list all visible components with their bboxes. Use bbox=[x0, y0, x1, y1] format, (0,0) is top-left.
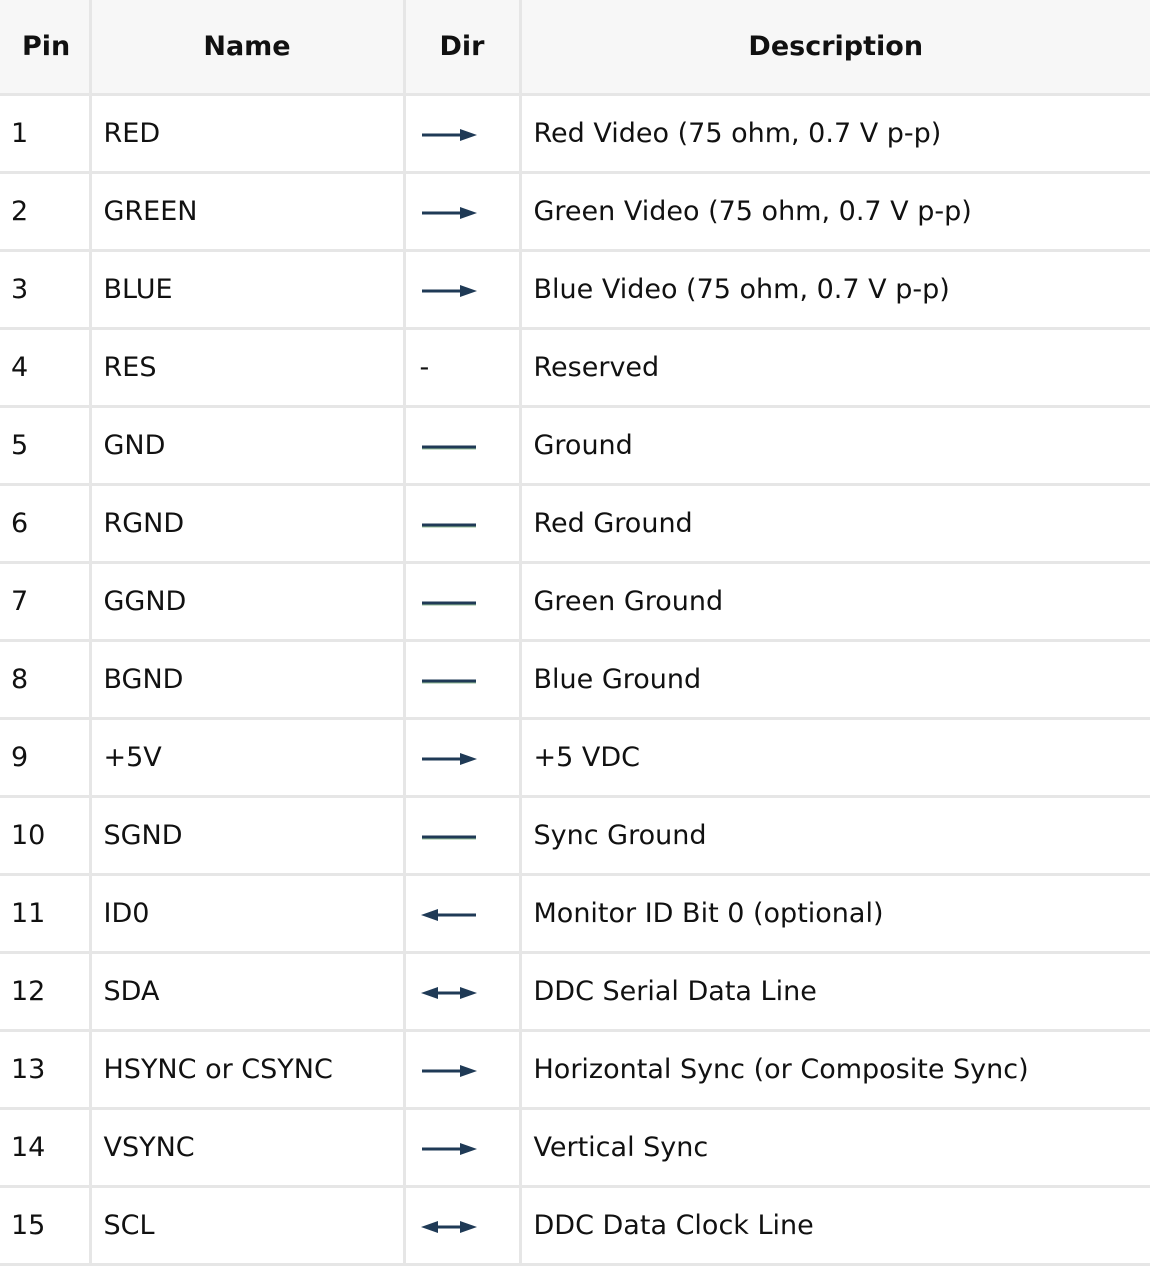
table-row: 3 BLUE Blue Video (75 ohm, 0.7 V p-p) bbox=[0, 250, 1150, 330]
pin-cell: 15 bbox=[0, 1186, 90, 1266]
name-cell: GGND bbox=[88, 562, 404, 642]
pin-cell: 3 bbox=[0, 250, 90, 330]
description-cell: Green Ground bbox=[518, 562, 1150, 642]
dir-cell: - bbox=[402, 328, 520, 408]
pin-cell: 13 bbox=[0, 1030, 90, 1110]
table-row: 12 SDA DDC Serial Data Line bbox=[0, 952, 1150, 1032]
arrow-right-icon bbox=[420, 752, 478, 766]
table-row: 10 SGND Sync Ground bbox=[0, 796, 1150, 876]
table-row: 9 +5V +5 VDC bbox=[0, 718, 1150, 798]
header-description: Description bbox=[518, 0, 1150, 96]
name-cell: GREEN bbox=[88, 172, 404, 252]
name-cell: BLUE bbox=[88, 250, 404, 330]
arrow-right-icon bbox=[420, 1064, 478, 1078]
header-pin: Pin bbox=[0, 0, 90, 96]
line-icon bbox=[420, 596, 478, 610]
table-row: 5 GND Ground bbox=[0, 406, 1150, 486]
pin-cell: 1 bbox=[0, 94, 90, 174]
header-name: Name bbox=[88, 0, 404, 96]
description-cell: Sync Ground bbox=[518, 796, 1150, 876]
description-cell: Blue Video (75 ohm, 0.7 V p-p) bbox=[518, 250, 1150, 330]
pin-cell: 11 bbox=[0, 874, 90, 954]
dir-cell bbox=[402, 172, 520, 252]
arrow-right-icon bbox=[420, 284, 478, 298]
dir-cell bbox=[402, 796, 520, 876]
description-cell: Red Video (75 ohm, 0.7 V p-p) bbox=[518, 94, 1150, 174]
dir-cell bbox=[402, 874, 520, 954]
description-cell: Green Video (75 ohm, 0.7 V p-p) bbox=[518, 172, 1150, 252]
pin-cell: 12 bbox=[0, 952, 90, 1032]
dir-cell bbox=[402, 1030, 520, 1110]
line-icon bbox=[420, 674, 478, 688]
name-cell: RED bbox=[88, 94, 404, 174]
name-cell: HSYNC or CSYNC bbox=[88, 1030, 404, 1110]
name-cell: RGND bbox=[88, 484, 404, 564]
description-cell: Blue Ground bbox=[518, 640, 1150, 720]
pin-cell: 2 bbox=[0, 172, 90, 252]
table-row: 2 GREEN Green Video (75 ohm, 0.7 V p-p) bbox=[0, 172, 1150, 252]
arrow-right-icon bbox=[420, 206, 478, 220]
pin-cell: 7 bbox=[0, 562, 90, 642]
table-row: 11 ID0 Monitor ID Bit 0 (optional) bbox=[0, 874, 1150, 954]
line-icon bbox=[420, 830, 478, 844]
table-row: 14 VSYNC Vertical Sync bbox=[0, 1108, 1150, 1188]
arrow-both-icon bbox=[420, 986, 478, 1000]
arrow-both-icon bbox=[420, 1220, 478, 1234]
dir-cell bbox=[402, 250, 520, 330]
table-row: 7 GGND Green Ground bbox=[0, 562, 1150, 642]
name-cell: VSYNC bbox=[88, 1108, 404, 1188]
description-cell: Vertical Sync bbox=[518, 1108, 1150, 1188]
dir-cell bbox=[402, 94, 520, 174]
dir-cell bbox=[402, 1108, 520, 1188]
description-cell: Reserved bbox=[518, 328, 1150, 408]
pin-cell: 5 bbox=[0, 406, 90, 486]
table-row: 15 SCL DDC Data Clock Line bbox=[0, 1186, 1150, 1266]
description-cell: +5 VDC bbox=[518, 718, 1150, 798]
dir-cell bbox=[402, 562, 520, 642]
dir-cell bbox=[402, 484, 520, 564]
table-row: 6 RGND Red Ground bbox=[0, 484, 1150, 564]
table-row: 13 HSYNC or CSYNC Horizontal Sync (or Comp… bbox=[0, 1030, 1150, 1110]
description-cell: Horizontal Sync (or Composite Sync) bbox=[518, 1030, 1150, 1110]
name-cell: SCL bbox=[88, 1186, 404, 1266]
description-cell: Red Ground bbox=[518, 484, 1150, 564]
table-row: 8 BGND Blue Ground bbox=[0, 640, 1150, 720]
table-row: 1 RED Red Video (75 ohm, 0.7 V p-p) bbox=[0, 94, 1150, 174]
dir-cell bbox=[402, 718, 520, 798]
line-icon bbox=[420, 440, 478, 454]
header-row: Pin Name Dir Description bbox=[0, 0, 1150, 96]
arrow-right-icon bbox=[420, 128, 478, 142]
name-cell: GND bbox=[88, 406, 404, 486]
name-cell: RES bbox=[88, 328, 404, 408]
table-row: 4 RES - Reserved bbox=[0, 328, 1150, 408]
description-cell: Ground bbox=[518, 406, 1150, 486]
line-icon bbox=[420, 518, 478, 532]
name-cell: SDA bbox=[88, 952, 404, 1032]
name-cell: ID0 bbox=[88, 874, 404, 954]
header-dir: Dir bbox=[402, 0, 520, 96]
description-cell: Monitor ID Bit 0 (optional) bbox=[518, 874, 1150, 954]
dir-text: - bbox=[419, 352, 430, 383]
pin-cell: 9 bbox=[0, 718, 90, 798]
pin-cell: 10 bbox=[0, 796, 90, 876]
dir-cell bbox=[402, 1186, 520, 1266]
dir-cell bbox=[402, 406, 520, 486]
pin-cell: 8 bbox=[0, 640, 90, 720]
dir-cell bbox=[402, 952, 520, 1032]
pin-cell: 4 bbox=[0, 328, 90, 408]
name-cell: BGND bbox=[88, 640, 404, 720]
pin-cell: 6 bbox=[0, 484, 90, 564]
arrow-right-icon bbox=[420, 1142, 478, 1156]
description-cell: DDC Data Clock Line bbox=[518, 1186, 1150, 1266]
dir-cell bbox=[402, 640, 520, 720]
pin-cell: 14 bbox=[0, 1108, 90, 1188]
description-cell: DDC Serial Data Line bbox=[518, 952, 1150, 1032]
arrow-left-icon bbox=[420, 908, 478, 922]
name-cell: +5V bbox=[88, 718, 404, 798]
name-cell: SGND bbox=[88, 796, 404, 876]
